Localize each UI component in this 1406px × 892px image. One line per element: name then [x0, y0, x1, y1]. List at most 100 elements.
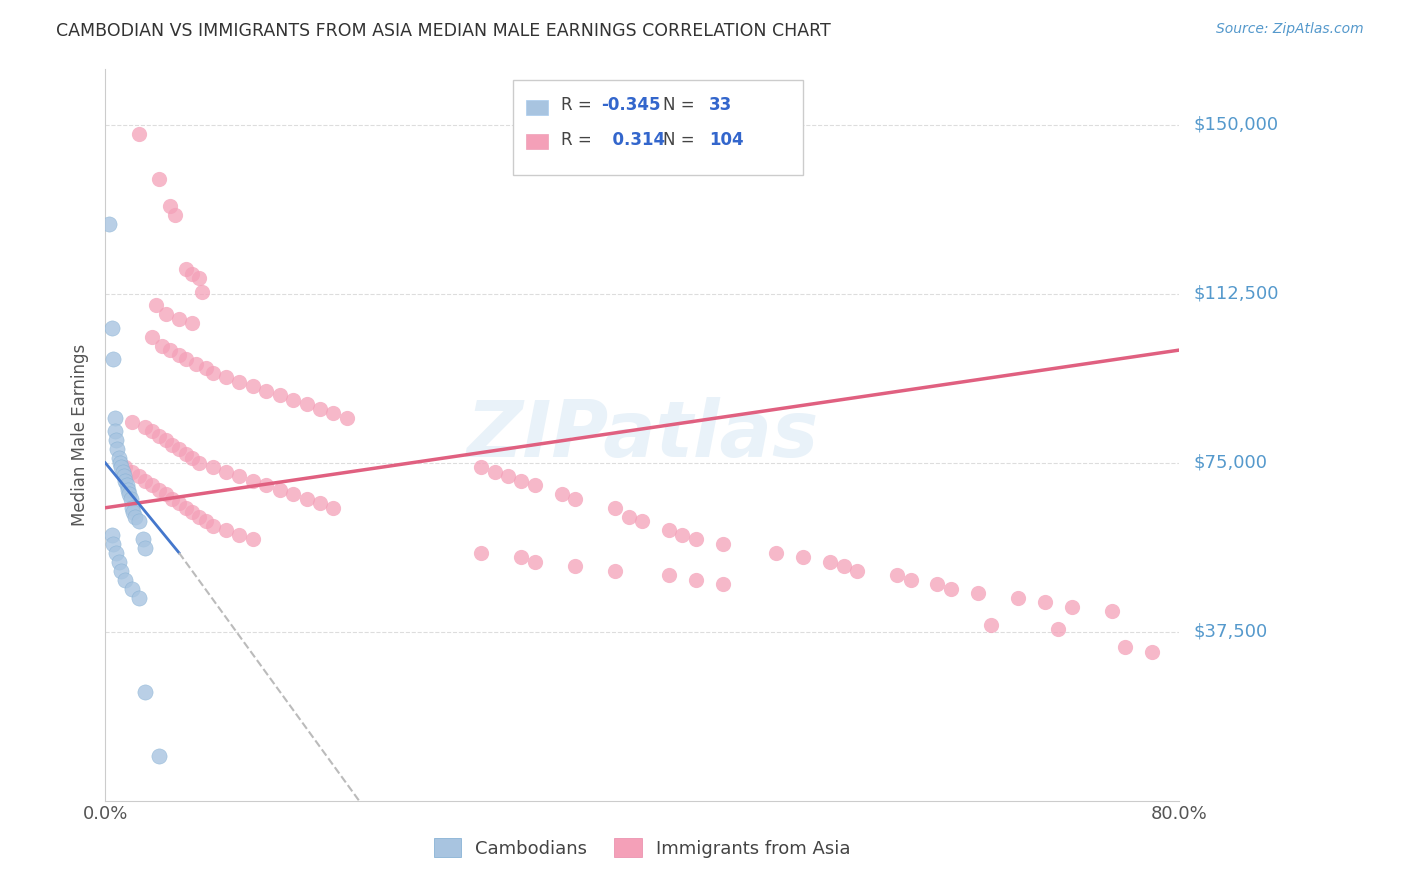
- Text: Source: ZipAtlas.com: Source: ZipAtlas.com: [1216, 22, 1364, 37]
- Point: [162, 438, 184, 452]
- Point: [128, 514, 150, 528]
- Point: [215, 370, 238, 384]
- Point: [124, 509, 146, 524]
- Point: [242, 379, 264, 393]
- Point: [685, 533, 707, 547]
- Legend: Cambodians, Immigrants from Asia: Cambodians, Immigrants from Asia: [426, 831, 858, 865]
- Point: [188, 271, 211, 285]
- Point: [254, 384, 277, 398]
- Point: [115, 478, 138, 492]
- Point: [114, 474, 136, 488]
- Point: [121, 500, 143, 515]
- Point: [228, 375, 250, 389]
- Point: [281, 392, 304, 407]
- Point: [114, 460, 136, 475]
- Point: [523, 478, 546, 492]
- Text: $112,500: $112,500: [1194, 285, 1278, 302]
- Point: [470, 546, 492, 560]
- Point: [101, 528, 124, 542]
- Point: [269, 483, 291, 497]
- Point: [242, 474, 264, 488]
- Bar: [513, 79, 803, 175]
- Point: [886, 568, 908, 582]
- Text: $37,500: $37,500: [1194, 623, 1267, 640]
- Point: [685, 573, 707, 587]
- Point: [309, 401, 332, 416]
- Point: [174, 447, 197, 461]
- Point: [148, 172, 170, 186]
- Point: [128, 127, 150, 141]
- Point: [134, 474, 156, 488]
- Bar: [526, 135, 548, 149]
- Point: [105, 442, 128, 457]
- Point: [295, 397, 318, 411]
- Point: [141, 478, 163, 492]
- Point: [832, 559, 855, 574]
- Point: [510, 474, 533, 488]
- Point: [145, 298, 167, 312]
- Point: [103, 352, 125, 367]
- Point: [181, 267, 204, 281]
- Point: [845, 564, 868, 578]
- Point: [103, 537, 125, 551]
- Point: [765, 546, 787, 560]
- Point: [118, 487, 141, 501]
- Point: [108, 456, 131, 470]
- Text: R =: R =: [561, 96, 596, 114]
- Point: [980, 618, 1002, 632]
- Point: [110, 564, 132, 578]
- Point: [167, 496, 190, 510]
- Point: [281, 487, 304, 501]
- Point: [141, 424, 163, 438]
- Point: [121, 582, 143, 596]
- Point: [104, 424, 127, 438]
- Point: [1060, 599, 1083, 614]
- Y-axis label: Median Male Earnings: Median Male Earnings: [72, 343, 89, 525]
- Text: 0.314: 0.314: [602, 130, 665, 149]
- Point: [181, 505, 204, 519]
- Point: [167, 442, 190, 457]
- Point: [1142, 645, 1164, 659]
- Point: [174, 352, 197, 367]
- Point: [148, 428, 170, 442]
- Point: [201, 518, 224, 533]
- Point: [181, 451, 204, 466]
- Point: [107, 555, 129, 569]
- Text: N =: N =: [662, 130, 699, 149]
- Point: [181, 316, 204, 330]
- Bar: [526, 100, 548, 115]
- Text: CAMBODIAN VS IMMIGRANTS FROM ASIA MEDIAN MALE EARNINGS CORRELATION CHART: CAMBODIAN VS IMMIGRANTS FROM ASIA MEDIAN…: [56, 22, 831, 40]
- Point: [101, 320, 124, 334]
- Point: [605, 500, 627, 515]
- Point: [1114, 640, 1136, 655]
- Point: [322, 500, 344, 515]
- Point: [215, 465, 238, 479]
- Text: -0.345: -0.345: [602, 96, 661, 114]
- Point: [470, 460, 492, 475]
- Point: [1007, 591, 1029, 605]
- Point: [215, 524, 238, 538]
- Point: [194, 361, 217, 376]
- Text: N =: N =: [662, 96, 699, 114]
- Point: [564, 491, 586, 506]
- Point: [269, 388, 291, 402]
- Point: [132, 533, 155, 547]
- Point: [162, 491, 184, 506]
- Point: [104, 433, 127, 447]
- Point: [564, 559, 586, 574]
- Point: [658, 524, 681, 538]
- Point: [496, 469, 519, 483]
- Point: [159, 343, 181, 357]
- Point: [167, 348, 190, 362]
- Text: $150,000: $150,000: [1194, 116, 1278, 134]
- Point: [228, 528, 250, 542]
- Point: [550, 487, 572, 501]
- Point: [228, 469, 250, 483]
- Text: 33: 33: [709, 96, 733, 114]
- Point: [1047, 623, 1070, 637]
- Point: [174, 500, 197, 515]
- Point: [107, 451, 129, 466]
- Point: [295, 491, 318, 506]
- Point: [792, 550, 814, 565]
- Point: [322, 406, 344, 420]
